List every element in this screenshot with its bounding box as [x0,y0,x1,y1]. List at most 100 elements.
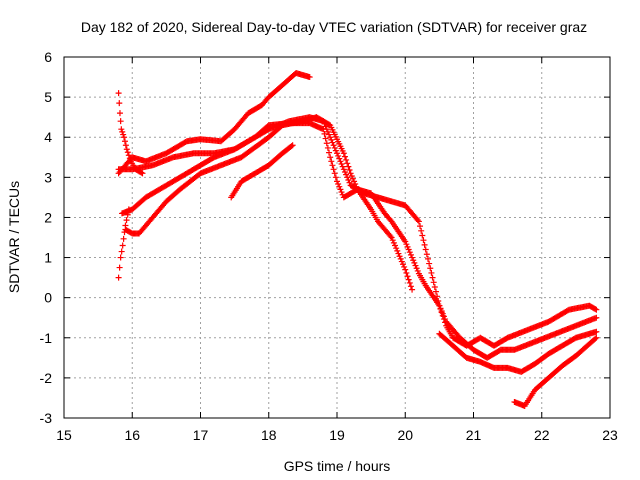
data-point [417,223,424,230]
data-point [341,153,348,160]
data-point [328,158,335,165]
data-point [592,306,599,313]
data-point [404,243,411,250]
x-axis-ticks: 15 16 17 18 19 20 21 22 23 [56,57,618,443]
data-point [289,142,296,149]
y-tick-label: 3 [44,169,52,185]
data-point [348,172,355,179]
data-point [425,255,431,262]
data-point [332,174,339,181]
data-point [115,274,122,281]
data-point [390,239,397,246]
y-tick-label: 1 [44,250,52,266]
data-point [394,247,401,254]
data-point [329,139,336,146]
data-point [339,163,346,170]
data-point [328,136,335,143]
data-point [399,261,406,268]
data-point [389,237,396,244]
data-point [405,276,412,283]
data-point [420,237,427,244]
data-point [388,234,395,241]
data-point [418,227,425,234]
y-tick-label: 6 [44,49,52,65]
data-point [593,328,600,335]
data-point [340,150,347,157]
grid-lines [64,57,610,418]
series-pass-8 [115,90,146,177]
data-point [323,140,330,147]
data-point [343,156,350,163]
x-tick-label: 15 [56,427,72,443]
data-point [395,250,402,257]
data-point [117,118,124,125]
data-point [341,168,348,175]
data-point [119,128,126,135]
data-point [346,179,353,186]
chart-title: Day 182 of 2020, Sidereal Day-to-day VTE… [81,19,587,35]
data-point [320,126,327,133]
data-point [120,235,127,242]
data-point [396,253,403,260]
data-point [353,183,360,190]
data-point [326,149,333,156]
data-point [407,251,414,258]
data-point [116,110,123,117]
data-point [393,245,400,252]
data-point [436,302,443,309]
data-point [306,74,313,81]
data-point [115,90,122,97]
data-point [330,166,337,173]
data-point [122,222,129,229]
data-point [139,170,146,177]
data-point [119,242,126,249]
data-point [338,160,345,167]
data-point [344,160,351,167]
data-point [428,269,435,276]
data-point [403,241,410,248]
data-point [321,130,328,137]
data-point [397,255,404,262]
data-point [346,166,353,173]
data-point [322,135,329,142]
data-point [352,181,359,188]
data-point [419,232,426,239]
data-point [440,313,447,320]
data-point [327,154,334,161]
data-point [349,175,356,182]
data-point [427,265,434,272]
y-tick-label: 5 [44,89,52,105]
data-point [404,273,411,280]
y-tick-label: 0 [44,290,52,306]
data-point [324,144,331,151]
data-point [336,183,343,190]
data-point [431,283,438,290]
data-point [125,206,132,213]
data-point [329,162,336,169]
x-tick-label: 23 [602,427,618,443]
y-axis-ticks: -3 -2 -1 0 1 2 3 4 5 6 [40,49,610,426]
data-point [327,134,334,141]
series-pass-7 [511,334,600,409]
data-point [403,269,410,276]
data-point [437,305,444,312]
data-point [117,254,124,261]
y-tick-label: 2 [44,209,52,225]
data-point [415,218,422,225]
data-point [429,274,436,281]
data-point [432,288,439,295]
data-point [398,258,405,265]
data-point [124,149,131,156]
data-point [120,131,127,138]
data-point [326,131,333,138]
data-point [331,144,338,151]
data-point [409,286,416,293]
data-point [411,259,418,266]
data-point [345,163,352,170]
series-pass-5 [228,142,296,201]
data-point [118,126,125,133]
data-point [406,279,413,286]
data-point [387,233,394,240]
data-point [414,217,421,224]
